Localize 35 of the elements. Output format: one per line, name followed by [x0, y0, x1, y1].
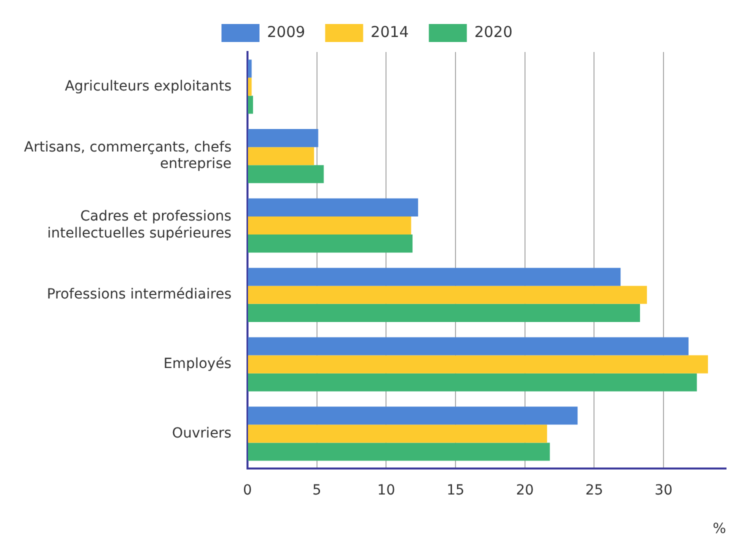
x-tick-label: 25 [585, 482, 604, 498]
x-tick-label: 20 [516, 482, 534, 498]
bar [248, 268, 621, 286]
y-tick-label: Employés [163, 356, 232, 372]
y-tick-label: Agriculteurs exploitants [64, 78, 232, 94]
bar [248, 234, 413, 253]
bar [248, 96, 254, 114]
y-tick-label: Artisans, commerçants, chefs entreprise [24, 139, 232, 172]
bar [248, 337, 689, 356]
bar [248, 286, 647, 304]
bar [248, 442, 550, 461]
bar [248, 355, 708, 374]
x-tick-label: 0 [243, 482, 252, 498]
bar [248, 304, 640, 322]
legend-label: 2009 [266, 22, 306, 41]
bar [248, 373, 697, 392]
bar [248, 60, 252, 78]
bar [248, 198, 418, 216]
bar [248, 216, 412, 235]
y-tick-label: Cadres et professions intellectuelles supérieures [47, 208, 232, 242]
x-tick-label: 10 [377, 482, 396, 498]
x-tick-label: 30 [654, 482, 672, 498]
x-axis-title: % [712, 521, 726, 538]
x-tick-label: 5 [312, 482, 322, 498]
bar [248, 424, 548, 443]
legend-label: 2020 [474, 22, 513, 41]
bar [248, 165, 324, 184]
bar [248, 129, 318, 148]
bar [248, 147, 314, 166]
bar [248, 406, 578, 425]
y-tick-label: Ouvriers [172, 425, 232, 442]
y-tick-label: Professions intermédiaires [46, 286, 232, 303]
bar [248, 78, 252, 96]
x-tick-label: 15 [446, 482, 464, 498]
legend-label: 2014 [370, 22, 409, 41]
